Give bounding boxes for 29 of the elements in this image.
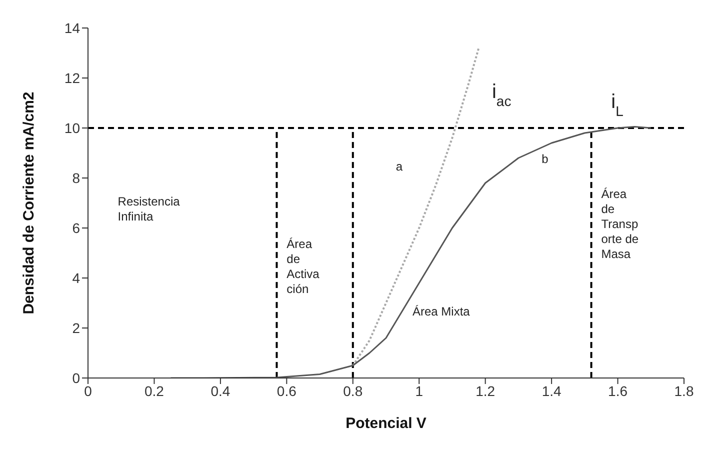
x-tick-label: 0.2: [144, 382, 164, 399]
annotation: b: [542, 152, 549, 166]
x-tick-label: 1.8: [674, 382, 694, 399]
annotation: i$_{L}$: [611, 91, 624, 119]
x-tick-label: 0.8: [343, 382, 363, 399]
x-tick-label: 1.4: [542, 382, 562, 399]
y-tick-label: 0: [72, 370, 80, 386]
y-tick-label: 12: [64, 70, 80, 86]
annotation: i$_{ac}$: [492, 81, 512, 109]
annotation: Resistencia Infinita: [118, 194, 180, 224]
y-tick-label: 8: [72, 170, 80, 186]
x-tick-label: 1: [415, 382, 424, 399]
x-tick-label: 0.6: [276, 382, 297, 399]
x-tick-label: 1.6: [608, 382, 628, 399]
annotation: Área de Transp orte de Masa: [601, 187, 639, 261]
y-tick-label: 6: [72, 220, 80, 236]
x-tick-label: 0.4: [210, 382, 230, 399]
x-axis-title: Potencial V: [346, 415, 426, 432]
x-tick-label: 1.2: [476, 382, 496, 399]
annotation: Área de Activa ción: [286, 237, 320, 296]
y-axis-title: Densidad de Corriente mA/cm2: [20, 92, 38, 314]
y-tick-label: 14: [64, 20, 80, 36]
y-tick-label: 4: [72, 270, 80, 286]
y-tick-label: 2: [72, 320, 80, 336]
annotation: Área Mixta: [412, 304, 470, 318]
y-tick-label: 10: [64, 120, 80, 136]
line-series: [352, 47, 480, 366]
annotation: a: [396, 160, 403, 174]
x-tick-label: 0: [84, 382, 92, 399]
